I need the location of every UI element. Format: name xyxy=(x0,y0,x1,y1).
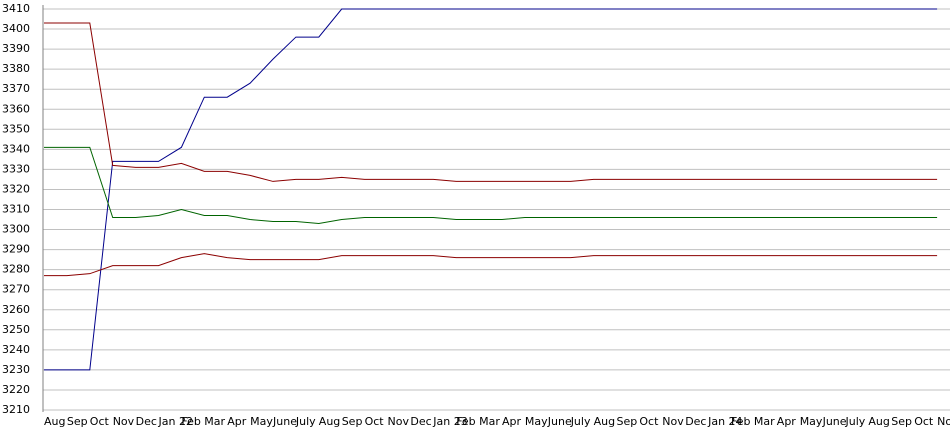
x-tick-label: Apr xyxy=(777,415,797,428)
x-tick-label: Aug xyxy=(44,415,65,428)
y-tick-label: 3210 xyxy=(2,403,30,416)
series-line xyxy=(44,253,938,277)
y-tick-label: 3280 xyxy=(2,263,30,276)
y-tick-label: 3390 xyxy=(2,42,30,55)
x-tick-label: Oct xyxy=(639,415,659,428)
x-tick-label: Nov xyxy=(662,415,684,428)
x-tick-label: Sep xyxy=(342,415,363,428)
x-tick-label: Dec xyxy=(136,415,157,428)
y-tick-label: 3370 xyxy=(2,82,30,95)
y-tick-label: 3270 xyxy=(2,283,30,296)
y-tick-label: 3340 xyxy=(2,142,30,155)
y-tick-label: 3400 xyxy=(2,22,30,35)
y-tick-label: 3380 xyxy=(2,62,30,75)
series-line xyxy=(44,146,938,225)
y-tick-label: 3310 xyxy=(2,203,30,216)
x-tick-label: Feb xyxy=(731,415,750,428)
x-tick-label: Oct xyxy=(914,415,934,428)
y-tick-label: 3320 xyxy=(2,182,30,195)
y-tick-label: 3260 xyxy=(2,303,30,316)
x-tick-label: Jan 22 xyxy=(158,415,193,428)
y-tick-label: 3350 xyxy=(2,122,30,135)
x-tick-label: Jan 24 xyxy=(707,415,742,428)
y-tick-label: 3360 xyxy=(2,102,30,115)
x-tick-label: July xyxy=(295,415,316,428)
x-tick-label: Feb xyxy=(181,415,200,428)
series-line xyxy=(44,22,938,182)
x-tick-label: Oct xyxy=(365,415,385,428)
y-tick-label: 3240 xyxy=(2,343,30,356)
x-tick-label: Aug xyxy=(594,415,615,428)
y-tick-label: 3300 xyxy=(2,223,30,236)
x-tick-label: July xyxy=(845,415,866,428)
y-tick-label: 3410 xyxy=(2,2,30,15)
x-tick-label: Sep xyxy=(67,415,88,428)
x-tick-label: Dec xyxy=(410,415,431,428)
x-tick-label: June xyxy=(822,415,847,428)
x-tick-label: Mar xyxy=(754,415,775,428)
x-tick-label: Aug xyxy=(868,415,889,428)
x-tick-label: July xyxy=(570,415,591,428)
x-tick-label: Sep xyxy=(891,415,912,428)
x-tick-label: Apr xyxy=(227,415,247,428)
x-tick-label: Mar xyxy=(204,415,225,428)
x-tick-label: May xyxy=(525,415,548,428)
x-tick-label: Mar xyxy=(479,415,500,428)
x-tick-label: Feb xyxy=(456,415,475,428)
x-tick-label: Nov xyxy=(388,415,410,428)
y-tick-label: 3250 xyxy=(2,323,30,336)
x-tick-label: Nov xyxy=(113,415,135,428)
series-line xyxy=(44,8,938,371)
y-tick-label: 3220 xyxy=(2,383,30,396)
x-tick-label: June xyxy=(272,415,297,428)
x-tick-label: May xyxy=(250,415,273,428)
x-tick-label: Nov xyxy=(937,415,950,428)
y-tick-label: 3230 xyxy=(2,363,30,376)
x-tick-label: Aug xyxy=(319,415,340,428)
x-tick-label: Dec xyxy=(685,415,706,428)
x-tick-label: Jan 23 xyxy=(432,415,467,428)
y-tick-label: 3330 xyxy=(2,162,30,175)
x-tick-label: May xyxy=(800,415,823,428)
x-tick-label: Apr xyxy=(502,415,522,428)
x-tick-label: Sep xyxy=(617,415,638,428)
y-tick-label: 3290 xyxy=(2,243,30,256)
x-tick-label: June xyxy=(547,415,572,428)
x-tick-label: Oct xyxy=(90,415,110,428)
